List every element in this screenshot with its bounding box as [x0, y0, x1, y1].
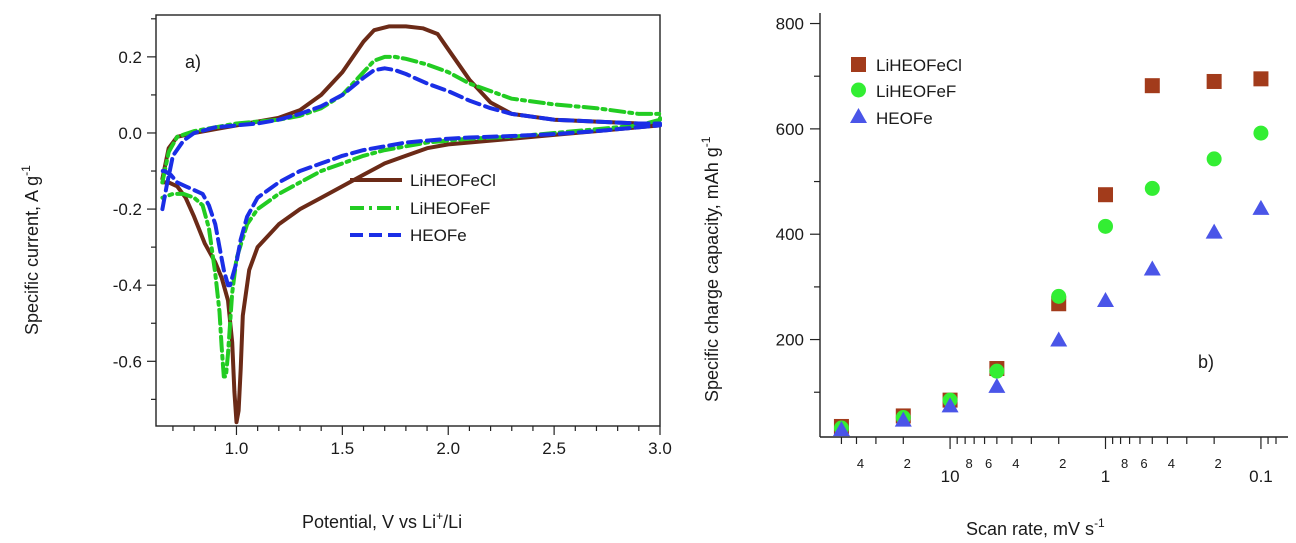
point-heofe: [1050, 331, 1068, 347]
b-x-tick-label: 1: [1101, 467, 1110, 486]
legend-label-b-lihe-ofecl: LiHEOFeCl: [876, 56, 962, 75]
point-heofe: [832, 421, 850, 437]
point-liheofef: [1098, 218, 1114, 234]
point-liheofef: [1206, 151, 1222, 167]
y-tick-label: 0.0: [118, 124, 142, 143]
point-liheofef: [1253, 125, 1269, 141]
point-liheofecl: [1253, 71, 1269, 87]
point-heofe: [1205, 223, 1223, 239]
point-liheofef: [1144, 180, 1160, 196]
x-tick-label: 3.0: [648, 439, 672, 458]
point-heofe: [894, 411, 912, 427]
panel-a-y-axis-label: Specific current, A g-1: [19, 165, 42, 335]
point-heofe: [941, 397, 959, 413]
b-x-minor-tick-label: 2: [1059, 456, 1066, 471]
legend-marker-lihe-ofecl: [851, 57, 866, 72]
legend-label-lihe-ofecl: LiHEOFeCl: [410, 171, 496, 190]
point-heofe: [988, 377, 1006, 393]
panel-a-ticks: 1.0 1.5 2.0 2.5 3.0 0.2 0.0 -0.2 -0.4 -0.6: [113, 18, 672, 458]
panel-a-series: [160, 24, 662, 425]
x-tick-label: 2.0: [436, 439, 460, 458]
series-line-liheofecl: [160, 24, 662, 425]
b-x-minor-tick-label: 4: [857, 456, 864, 471]
x-tick-label: 1.5: [331, 439, 355, 458]
legend-marker-lihe-ofef: [851, 82, 866, 98]
panel-b-y-axis-label: Specific charge capacity, mAh g-1: [699, 136, 722, 402]
panel-a-frame: [155, 14, 661, 427]
y-tick-label: -0.2: [113, 200, 142, 219]
point-liheofecl: [1206, 73, 1222, 89]
point-heofe: [1143, 260, 1161, 276]
b-y-tick-label: 600: [776, 120, 804, 139]
point-liheofecl: [1098, 187, 1114, 203]
legend-label-b-heofe: HEOFe: [876, 109, 933, 128]
point-liheofecl: [1144, 78, 1160, 94]
y-tick-label: -0.4: [113, 276, 142, 295]
y-tick-label: -0.6: [113, 352, 142, 371]
b-x-tick-label: 10: [941, 467, 960, 486]
b-x-minor-tick-label: 4: [1012, 456, 1019, 471]
point-heofe: [1097, 292, 1115, 308]
legend-label-b-lihe-ofef: LiHEOFeF: [876, 82, 956, 101]
b-x-tick-label: 0.1: [1249, 467, 1273, 486]
y-tick-label: 0.2: [118, 48, 142, 67]
panel-a-x-axis-label: Potential, V vs Li+/Li: [302, 509, 462, 532]
series-line-heofe: [160, 66, 662, 288]
b-x-minor-tick-label: 2: [1215, 456, 1222, 471]
b-y-tick-label: 200: [776, 331, 804, 350]
panel-b-series: [832, 71, 1270, 437]
b-y-tick-label: 400: [776, 225, 804, 244]
panel-a: 1.0 1.5 2.0 2.5 3.0 0.2 0.0 -0.2 -0.4 -0.6 a) LiH…: [19, 14, 672, 532]
panel-b-label: b): [1198, 352, 1214, 372]
legend-label-heofe: HEOFe: [410, 226, 467, 245]
legend-marker-heofe: [850, 108, 867, 123]
b-x-minor-tick-label: 8: [966, 456, 973, 471]
panel-b-legend: LiHEOFeCl LiHEOFeF HEOFe: [850, 56, 962, 128]
b-x-minor-tick-label: 6: [1140, 456, 1147, 471]
b-x-minor-tick-label: 4: [1168, 456, 1175, 471]
x-tick-label: 1.0: [225, 439, 249, 458]
b-x-minor-tick-label: 8: [1121, 456, 1128, 471]
b-x-minor-tick-label: 6: [985, 456, 992, 471]
panel-a-legend: LiHEOFeCl LiHEOFeF HEOFe: [350, 171, 496, 245]
point-heofe: [1252, 199, 1270, 215]
b-y-tick-label: 800: [776, 15, 804, 34]
legend-label-lihe-ofef: LiHEOFeF: [410, 199, 490, 218]
b-x-minor-tick-label: 2: [904, 456, 911, 471]
panel-a-label: a): [185, 52, 201, 72]
point-liheofef: [989, 363, 1005, 379]
panel-b-x-axis-label: Scan rate, mV s-1: [966, 516, 1105, 539]
x-tick-label: 2.5: [542, 439, 566, 458]
point-liheofef: [1051, 288, 1067, 304]
